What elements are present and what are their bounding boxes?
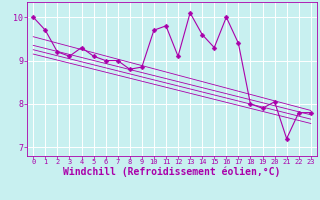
X-axis label: Windchill (Refroidissement éolien,°C): Windchill (Refroidissement éolien,°C): [63, 167, 281, 177]
